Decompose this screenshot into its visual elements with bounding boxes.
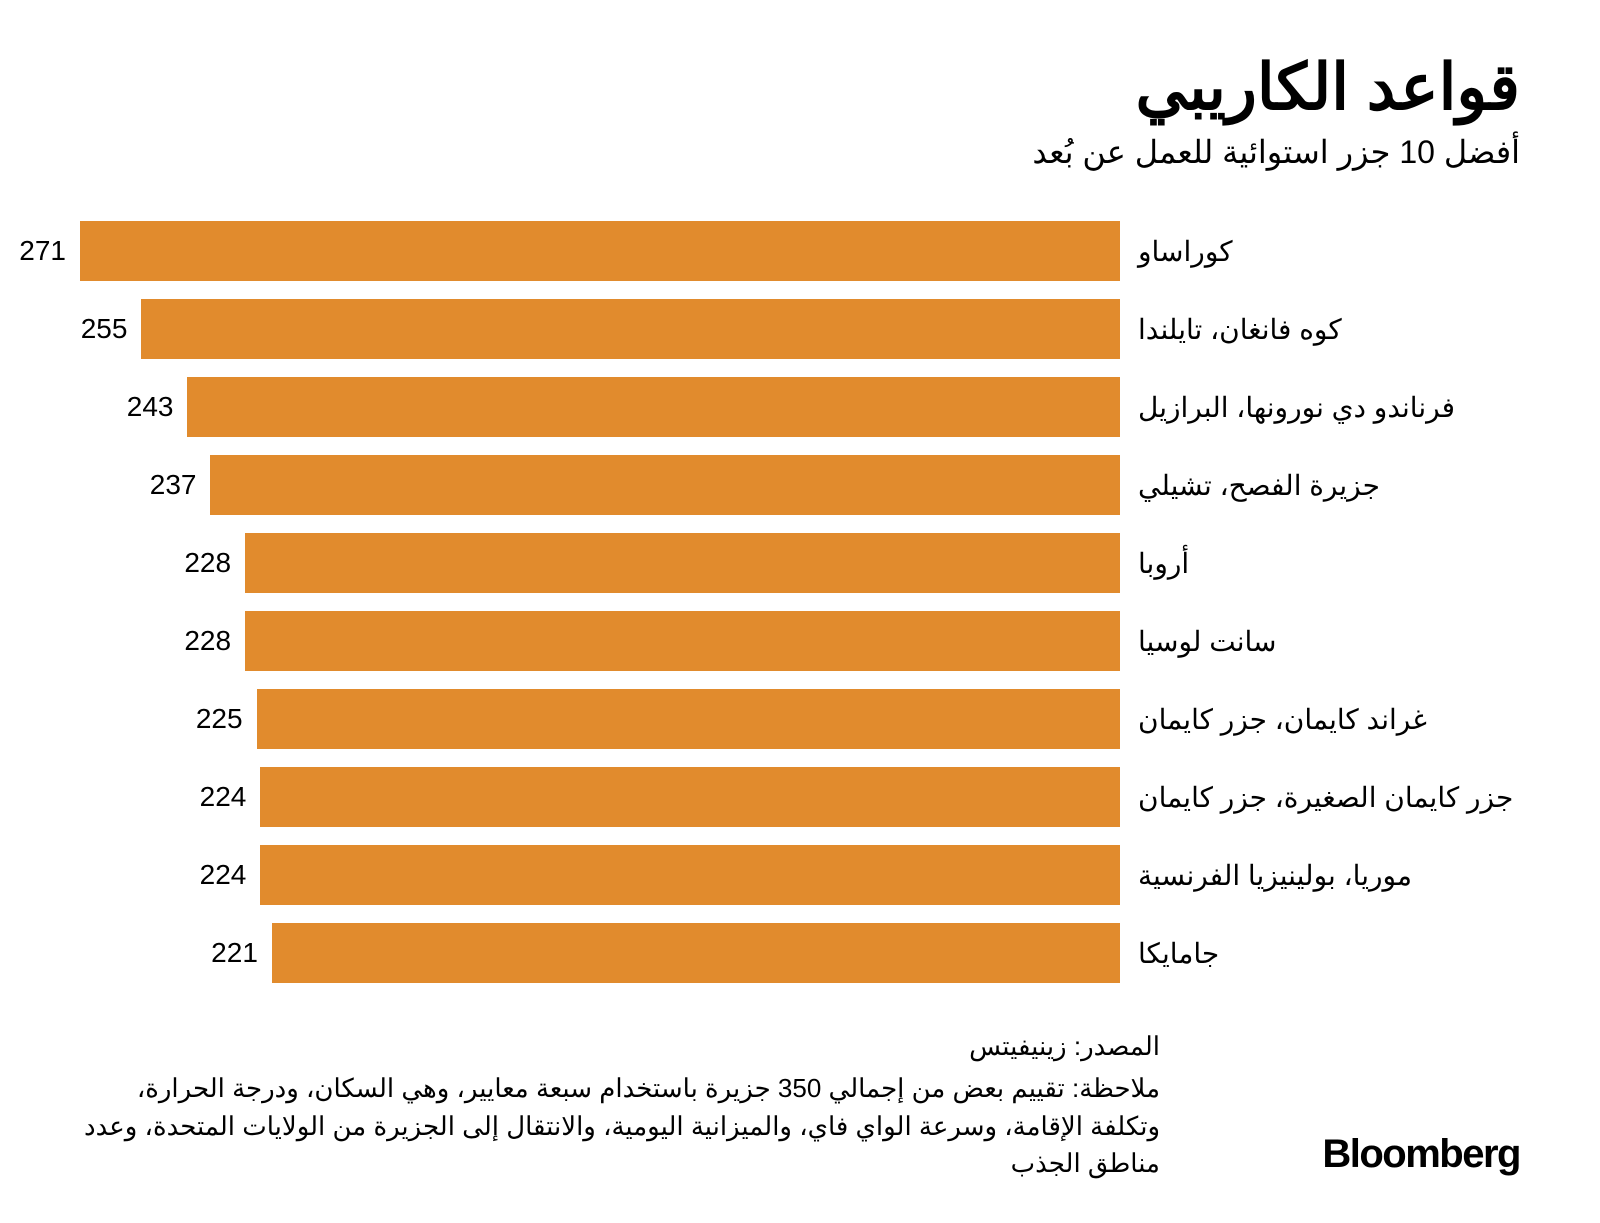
bar-row: جزر كايمان الصغيرة، جزر كايمان 224 bbox=[80, 767, 1520, 827]
bar-fill bbox=[272, 923, 1120, 983]
bar-value: 228 bbox=[184, 547, 231, 579]
bar-label: جامايكا bbox=[1120, 937, 1520, 970]
footer-text: المصدر: زينيفيتس ملاحظة: تقييم بعض من إج… bbox=[80, 1028, 1160, 1183]
bar-fill bbox=[260, 767, 1120, 827]
bar-row: كوراساو271 bbox=[80, 221, 1520, 281]
bar-chart: كوراساو271كوه فانغان، تايلندا255فرناندو … bbox=[80, 221, 1520, 983]
bar-value: 237 bbox=[150, 469, 197, 501]
bar-label: موريا، بولينيزيا الفرنسية bbox=[1120, 859, 1520, 892]
bar-value: 224 bbox=[200, 859, 247, 891]
bar-track: 228 bbox=[80, 611, 1120, 671]
bar-track: 271 bbox=[80, 221, 1120, 281]
bar-label: كوراساو bbox=[1120, 235, 1520, 268]
bar-value: 224 bbox=[200, 781, 247, 813]
bar-label: جزر كايمان الصغيرة، جزر كايمان bbox=[1120, 781, 1520, 814]
bar-row: غراند كايمان، جزر كايمان 225 bbox=[80, 689, 1520, 749]
bar-row: أروبا 228 bbox=[80, 533, 1520, 593]
bar-track: 224 bbox=[80, 767, 1120, 827]
bar-row: سانت لوسيا 228 bbox=[80, 611, 1520, 671]
bar-row: موريا، بولينيزيا الفرنسية 224 bbox=[80, 845, 1520, 905]
bar-value: 221 bbox=[211, 937, 258, 969]
bar-track: 255 bbox=[80, 299, 1120, 359]
bar-track: 225 bbox=[80, 689, 1120, 749]
bar-row: فرناندو دي نورونها، البرازيل 243 bbox=[80, 377, 1520, 437]
bar-row: كوه فانغان، تايلندا 255 bbox=[80, 299, 1520, 359]
bar-label: فرناندو دي نورونها، البرازيل bbox=[1120, 391, 1520, 424]
bar-fill bbox=[260, 845, 1120, 905]
chart-subtitle: أفضل 10 جزر استوائية للعمل عن بُعد bbox=[80, 133, 1520, 171]
bloomberg-logo: Bloomberg bbox=[1322, 1132, 1520, 1183]
bar-track: 243 bbox=[80, 377, 1120, 437]
footer: Bloomberg المصدر: زينيفيتس ملاحظة: تقييم… bbox=[80, 1028, 1520, 1183]
bar-value: 271 bbox=[19, 235, 66, 267]
bar-fill bbox=[245, 533, 1120, 593]
bar-label: كوه فانغان، تايلندا bbox=[1120, 313, 1520, 346]
bar-label: أروبا bbox=[1120, 547, 1520, 580]
chart-title: قواعد الكاريبي bbox=[80, 50, 1520, 125]
bar-track: 228 bbox=[80, 533, 1120, 593]
bar-row: جامايكا 221 bbox=[80, 923, 1520, 983]
bar-fill bbox=[210, 455, 1120, 515]
bar-track: 221 bbox=[80, 923, 1120, 983]
footer-note: ملاحظة: تقييم بعض من إجمالي 350 جزيرة با… bbox=[80, 1070, 1160, 1183]
bar-row: جزيرة الفصح، تشيلي 237 bbox=[80, 455, 1520, 515]
bar-fill bbox=[257, 689, 1120, 749]
bar-fill bbox=[141, 299, 1120, 359]
bar-value: 228 bbox=[184, 625, 231, 657]
bar-fill bbox=[187, 377, 1120, 437]
bar-track: 224 bbox=[80, 845, 1120, 905]
bar-label: سانت لوسيا bbox=[1120, 625, 1520, 658]
bar-fill bbox=[245, 611, 1120, 671]
bar-label: جزيرة الفصح، تشيلي bbox=[1120, 469, 1520, 502]
bar-value: 225 bbox=[196, 703, 243, 735]
footer-source: المصدر: زينيفيتس bbox=[80, 1028, 1160, 1066]
bar-track: 237 bbox=[80, 455, 1120, 515]
bar-value: 243 bbox=[127, 391, 174, 423]
bar-label: غراند كايمان، جزر كايمان bbox=[1120, 703, 1520, 736]
bar-fill bbox=[80, 221, 1120, 281]
bar-value: 255 bbox=[81, 313, 128, 345]
